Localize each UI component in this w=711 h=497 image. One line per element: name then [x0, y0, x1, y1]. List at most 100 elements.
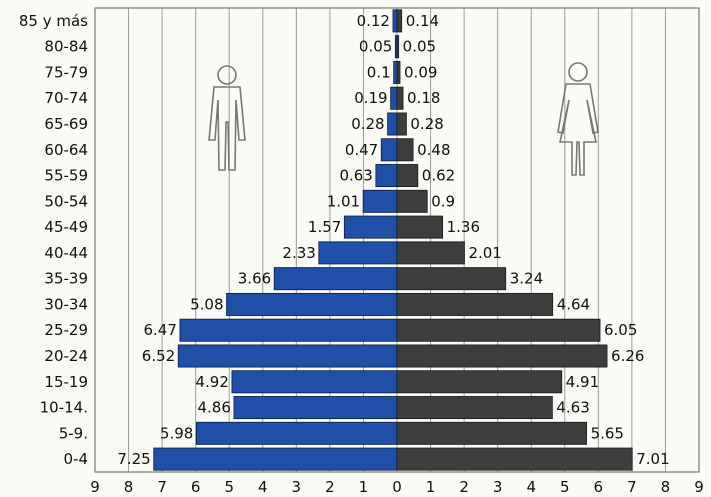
bar-left: [375, 164, 398, 188]
value-label-left: 0.19: [354, 89, 387, 107]
value-label-right: 6.05: [604, 321, 637, 339]
bar-right: [396, 60, 401, 84]
bar-right: [396, 447, 633, 471]
category-label: 45-49: [44, 218, 88, 236]
x-tick-label: 5: [560, 478, 570, 496]
bar-left: [177, 344, 398, 368]
value-label-left: 0.28: [351, 115, 384, 133]
female-figure-icon: [557, 62, 599, 176]
male-figure-icon: [208, 65, 246, 171]
x-tick-label: 2: [459, 478, 469, 496]
value-label-left: 1.57: [308, 218, 341, 236]
value-label-right: 0.14: [406, 12, 439, 30]
category-label: 15-19: [44, 373, 88, 391]
value-label-left: 6.47: [143, 321, 176, 339]
value-label-left: 0.47: [345, 141, 378, 159]
x-tick-label: 1: [359, 478, 369, 496]
bar-right: [396, 421, 587, 445]
value-label-right: 0.48: [417, 141, 450, 159]
bar-left: [231, 370, 398, 394]
grid-lines: [94, 8, 700, 472]
x-tick-label: 1: [426, 478, 436, 496]
x-tick-label: 8: [661, 478, 671, 496]
value-label-right: 0.62: [422, 167, 455, 185]
bar-right: [396, 292, 554, 316]
bar-left: [273, 267, 398, 291]
value-label-right: 1.36: [447, 218, 480, 236]
category-labels: 0-4 5-9. 10-14. 15-19 20-24 25-29 30-34 35-39 40…: [19, 12, 88, 468]
value-label-right: 0.09: [404, 63, 437, 81]
bar-left: [392, 9, 398, 33]
category-label: 25-29: [44, 321, 88, 339]
x-tick-label: 8: [124, 478, 134, 496]
value-label-right: 5.65: [591, 424, 624, 442]
x-tick-label: 7: [157, 478, 167, 496]
category-label: 60-64: [44, 141, 88, 159]
category-label: 40-44: [44, 244, 88, 262]
value-label-right: 6.26: [611, 347, 644, 365]
category-label: 50-54: [44, 192, 88, 210]
bar-right: [396, 86, 404, 110]
value-label-left: 7.25: [117, 450, 150, 468]
x-tick-label: 9: [694, 478, 704, 496]
x-tick-label: 4: [258, 478, 268, 496]
category-label: 35-39: [44, 270, 88, 288]
bar-left: [318, 241, 398, 265]
x-tick-label: 7: [627, 478, 637, 496]
value-label-left: 4.92: [196, 373, 229, 391]
bar-left: [380, 138, 398, 162]
bar-right: [396, 112, 407, 136]
category-label: 75-79: [44, 63, 88, 81]
category-label: 0-4: [64, 450, 89, 468]
category-label: 5-9.: [59, 424, 88, 442]
value-label-left: 0.1: [367, 63, 391, 81]
category-label: 30-34: [44, 295, 88, 313]
x-tick-label: 5: [224, 478, 234, 496]
bar-right: [396, 9, 403, 33]
bar-right: [396, 267, 507, 291]
value-label-right: 7.01: [636, 450, 669, 468]
bar-left: [226, 292, 398, 316]
value-label-right: 4.63: [556, 399, 589, 417]
bar-left: [387, 112, 398, 136]
value-label-left: 0.12: [357, 12, 390, 30]
x-tick-label: 4: [526, 478, 536, 496]
bar-right: [396, 164, 419, 188]
bar-right: [396, 396, 553, 420]
value-label-right: 2.01: [468, 244, 501, 262]
category-label: 55-59: [44, 167, 88, 185]
bar-left: [362, 189, 398, 213]
value-label-left: 0.05: [359, 38, 392, 56]
value-label-right: 4.91: [566, 373, 599, 391]
x-tick-label: 6: [594, 478, 604, 496]
bar-left: [195, 421, 398, 445]
value-label-left: 2.33: [282, 244, 315, 262]
x-tick-label: 0: [392, 478, 402, 496]
value-label-left: 4.86: [198, 399, 231, 417]
bar-left: [343, 215, 398, 239]
bar-left: [393, 60, 398, 84]
bar-right: [396, 344, 608, 368]
x-tick-label: 6: [191, 478, 201, 496]
value-label-left: 1.01: [327, 192, 360, 210]
bar-right: [396, 318, 601, 342]
bar-right: [396, 138, 414, 162]
value-label-right: 0.9: [431, 192, 455, 210]
x-tick-labels: 9 8 7 6 5 4 3 2 1 0 1 2 3 4 5 6 7 8 9: [90, 478, 704, 496]
value-label-left: 5.08: [190, 295, 223, 313]
category-label: 80-84: [44, 38, 88, 56]
category-label: 70-74: [44, 89, 88, 107]
bar-right: [396, 370, 563, 394]
value-label-right: 0.18: [407, 89, 440, 107]
x-tick-label: 9: [90, 478, 100, 496]
bar-left: [153, 447, 398, 471]
bar-right: [396, 215, 444, 239]
category-label: 20-24: [44, 347, 88, 365]
value-label-right: 0.28: [410, 115, 443, 133]
value-label-left: 6.52: [142, 347, 175, 365]
value-label-left: 0.63: [339, 167, 372, 185]
bars: [153, 9, 633, 471]
x-tick-label: 2: [325, 478, 335, 496]
value-label-right: 3.24: [510, 270, 543, 288]
